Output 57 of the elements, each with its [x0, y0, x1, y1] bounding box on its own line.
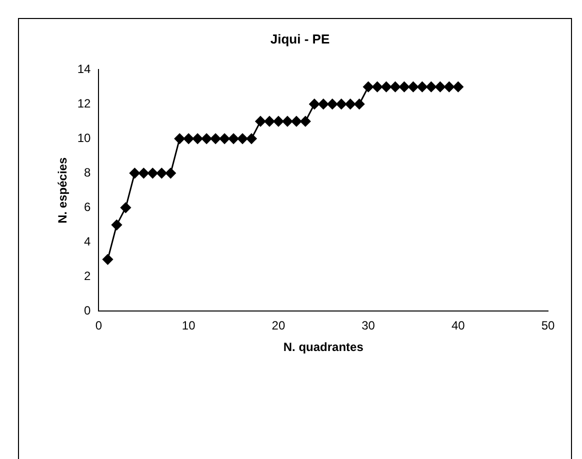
x-tick-label: 10: [182, 318, 196, 333]
point: [327, 98, 338, 110]
point: [354, 98, 365, 110]
point: [120, 202, 131, 213]
point: [102, 254, 113, 265]
point: [300, 116, 311, 127]
x-tick-label: 0: [95, 318, 102, 333]
point: [444, 82, 454, 92]
point: [129, 168, 140, 178]
point: [398, 82, 410, 92]
point: [408, 82, 418, 92]
y-tick-label: 8: [84, 165, 92, 180]
point: [318, 98, 329, 110]
y-axis-title: N. espécies: [56, 157, 70, 224]
point: [192, 133, 203, 144]
point: [309, 98, 320, 110]
point: [363, 82, 374, 92]
point: [273, 116, 284, 127]
point: [452, 82, 464, 92]
point: [219, 133, 230, 144]
point: [210, 133, 221, 144]
point: [237, 133, 248, 144]
point: [282, 116, 293, 127]
y-tick-label: 0: [84, 304, 92, 318]
point: [264, 116, 275, 127]
point: [201, 133, 212, 144]
y-tick-label: 6: [84, 200, 92, 214]
y-tick-label: 10: [77, 130, 92, 145]
point: [381, 82, 392, 92]
point: [434, 82, 446, 92]
y-tick-label: 14: [77, 62, 92, 76]
y-tick-label: 2: [84, 269, 92, 283]
chart-title: Jiqui - PE: [270, 31, 330, 46]
point: [111, 220, 122, 230]
point: [174, 133, 185, 144]
point: [147, 168, 158, 178]
x-tick-label: 50: [541, 318, 555, 333]
point: [156, 168, 167, 178]
point: [138, 168, 149, 178]
point: [390, 82, 401, 92]
point: [372, 82, 383, 92]
x-axis-title: N. quadrantes: [283, 340, 364, 354]
point: [291, 116, 302, 127]
point: [336, 98, 347, 110]
x-tick-label: 20: [272, 318, 286, 333]
point: [345, 98, 356, 110]
point: [246, 133, 257, 144]
x-tick-label: 30: [362, 318, 376, 333]
y-tick-label: 4: [84, 234, 92, 248]
point: [165, 168, 176, 178]
point: [416, 82, 428, 92]
x-tick-label: 40: [451, 318, 466, 333]
point: [255, 116, 266, 127]
point: [183, 133, 194, 144]
y-tick-label: 12: [77, 96, 92, 110]
point: [228, 133, 239, 144]
point: [426, 82, 436, 92]
